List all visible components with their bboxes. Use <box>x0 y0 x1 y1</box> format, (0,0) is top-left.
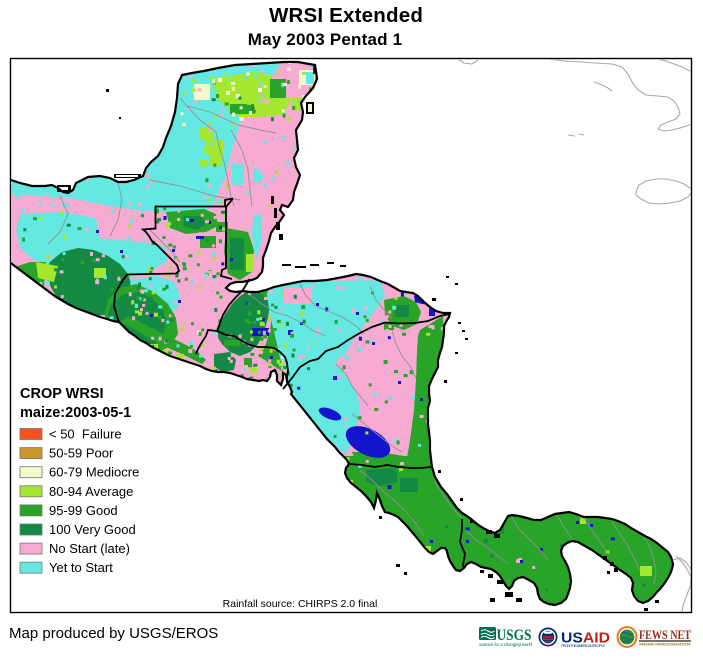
svg-text:FROM THE AMERICAN PEOPLE: FROM THE AMERICAN PEOPLE <box>561 644 606 648</box>
svg-text:maize:2003-05-1: maize:2003-05-1 <box>20 405 131 421</box>
svg-text:100 Very Good: 100 Very Good <box>49 522 136 537</box>
svg-text:No Start (late): No Start (late) <box>49 541 130 556</box>
svg-text:< 50 Failure: < 50 Failure <box>49 427 122 442</box>
svg-text:50-59 Poor: 50-59 Poor <box>49 446 114 461</box>
svg-text:95-99 Good: 95-99 Good <box>49 503 118 518</box>
svg-text:USGS: USGS <box>497 627 532 644</box>
svg-text:Yet to Start: Yet to Start <box>49 560 113 575</box>
svg-text:FEWS NET: FEWS NET <box>639 627 691 642</box>
svg-text:60-79 Mediocre: 60-79 Mediocre <box>49 465 139 480</box>
svg-text:CROP WRSI: CROP WRSI <box>20 386 104 402</box>
svg-text:FAMINE EARLY WARNING SYSTEMS N: FAMINE EARLY WARNING SYSTEMS NETWORK <box>639 643 692 647</box>
svg-text:Rainfall source: CHIRPS 2.0 fi: Rainfall source: CHIRPS 2.0 final <box>223 598 378 610</box>
svg-text:science for a changing world: science for a changing world <box>479 642 533 647</box>
svg-text:80-94 Average: 80-94 Average <box>49 484 133 499</box>
